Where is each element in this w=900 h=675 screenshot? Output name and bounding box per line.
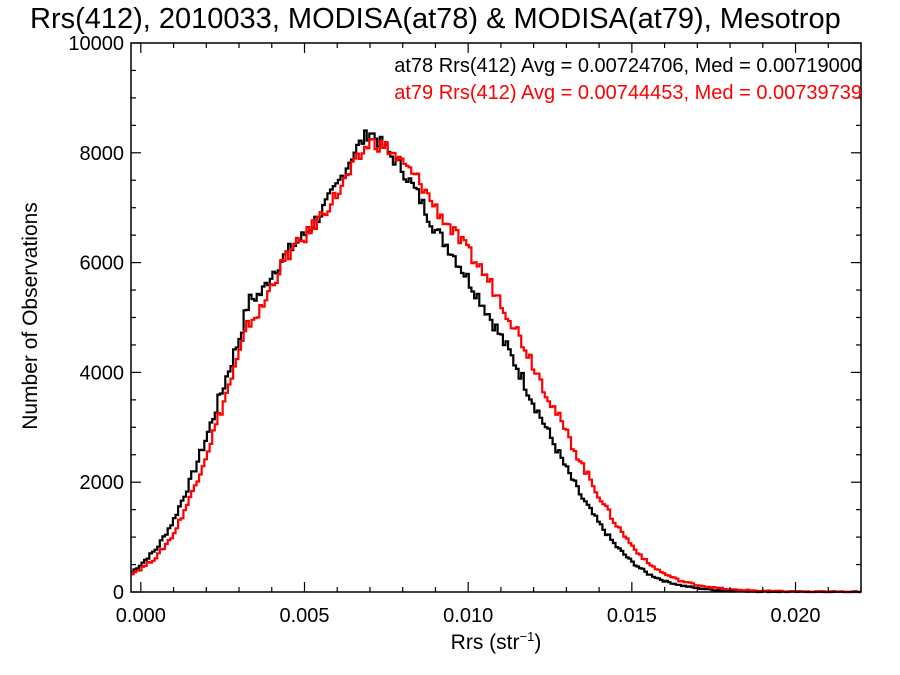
y-tick-label: 8000 <box>80 143 125 165</box>
series-at79-line <box>131 138 861 594</box>
x-tick-label: 0.020 <box>770 605 820 627</box>
plot-frame <box>130 42 862 593</box>
x-tick-label: 0.015 <box>607 605 657 627</box>
x-tick-label: 0.010 <box>443 605 493 627</box>
legend-at78-stats: at78 Rrs(412) Avg = 0.00724706, Med = 0.… <box>394 55 862 77</box>
y-tick-label: 10000 <box>68 33 124 55</box>
y-tick-label: 4000 <box>80 362 125 384</box>
x-axis-label: Rrs (str−1) <box>451 629 542 654</box>
y-axis-label: Number of Observations <box>19 202 42 430</box>
chart-title: Rrs(412), 2010033, MODISA(at78) & MODISA… <box>30 3 841 35</box>
y-tick-label: 2000 <box>80 472 125 494</box>
y-tick-label: 0 <box>113 582 124 604</box>
series-at78-line <box>131 129 861 594</box>
y-tick-label: 6000 <box>80 253 125 275</box>
x-tick-label: 0.005 <box>279 605 329 627</box>
legend-at79-stats: at79 Rrs(412) Avg = 0.00744453, Med = 0.… <box>394 82 862 104</box>
plot-area: 0.000 0.005 0.010 0.015 0.020 0 2000 4000 6000 80… <box>68 33 862 627</box>
x-tick-label: 0.000 <box>116 605 166 627</box>
